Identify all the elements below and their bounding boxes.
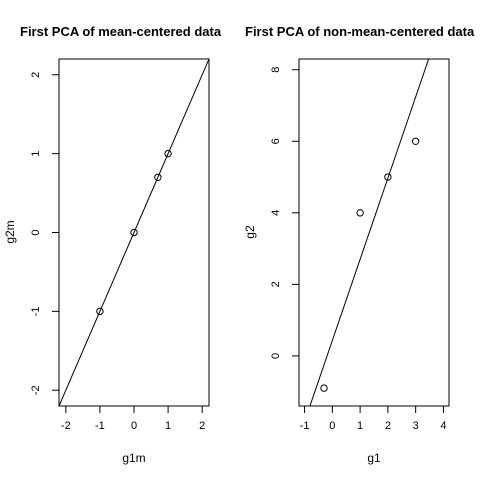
data-point <box>154 173 162 181</box>
chart-title: First PCA of non-mean-centered data <box>245 24 475 39</box>
ticks-layer: -2 -1 0 1 2 -2 -1 0 1 2 <box>30 72 205 432</box>
y-tick-label: 2 <box>30 72 42 78</box>
plot-frame <box>298 58 450 407</box>
data-point <box>384 173 392 181</box>
y-tick-label: 2 <box>270 281 282 287</box>
x-tick-label: 3 <box>413 420 419 432</box>
x-axis-label: g1 <box>367 451 381 465</box>
y-tick-label: 1 <box>30 151 42 157</box>
x-tick-label: 1 <box>165 420 171 432</box>
data-point <box>320 384 328 392</box>
pc-line <box>309 59 430 406</box>
y-tick-label: 6 <box>270 138 282 144</box>
chart-title: First PCA of mean-centered data <box>20 24 222 39</box>
x-tick-label: 2 <box>199 420 205 432</box>
points-layer <box>320 137 420 392</box>
y-tick-label: -2 <box>30 385 42 395</box>
x-tick-label: -1 <box>300 420 310 432</box>
data-point <box>411 137 420 145</box>
line-layer <box>309 59 430 406</box>
data-point <box>164 149 172 158</box>
y-axis-label: g2 <box>243 225 257 239</box>
line-layer <box>59 59 209 406</box>
panel-non-mean-centered: -1 0 1 2 3 4 0 2 4 6 8 First PCA of non-mean-cente… <box>243 24 475 465</box>
x-axis-label: g1m <box>122 451 145 465</box>
data-point <box>356 209 364 217</box>
y-tick-label: -1 <box>30 306 42 316</box>
y-tick-label: 0 <box>270 353 282 359</box>
y-tick-label: 0 <box>30 229 42 235</box>
x-tick-label: 0 <box>329 420 335 432</box>
y-tick-label: 4 <box>270 210 282 216</box>
x-tick-label: 2 <box>385 420 391 432</box>
panel-mean-centered: -2 -1 0 1 2 -2 -1 0 1 2 First PCA of mean-centere… <box>3 24 222 465</box>
ticks-layer: -1 0 1 2 3 4 0 2 4 6 8 <box>270 67 447 432</box>
x-tick-label: -1 <box>95 420 105 432</box>
x-tick-label: -2 <box>61 420 71 432</box>
data-point <box>130 228 138 237</box>
y-axis-label: g2m <box>3 220 17 243</box>
pc-line <box>59 59 209 406</box>
x-tick-label: 4 <box>440 420 446 432</box>
data-point <box>96 307 104 316</box>
title-mask <box>241 20 480 42</box>
x-tick-label: 1 <box>357 420 363 432</box>
x-tick-label: 0 <box>131 420 137 432</box>
points-layer <box>96 149 172 316</box>
y-tick-label: 8 <box>270 67 282 73</box>
